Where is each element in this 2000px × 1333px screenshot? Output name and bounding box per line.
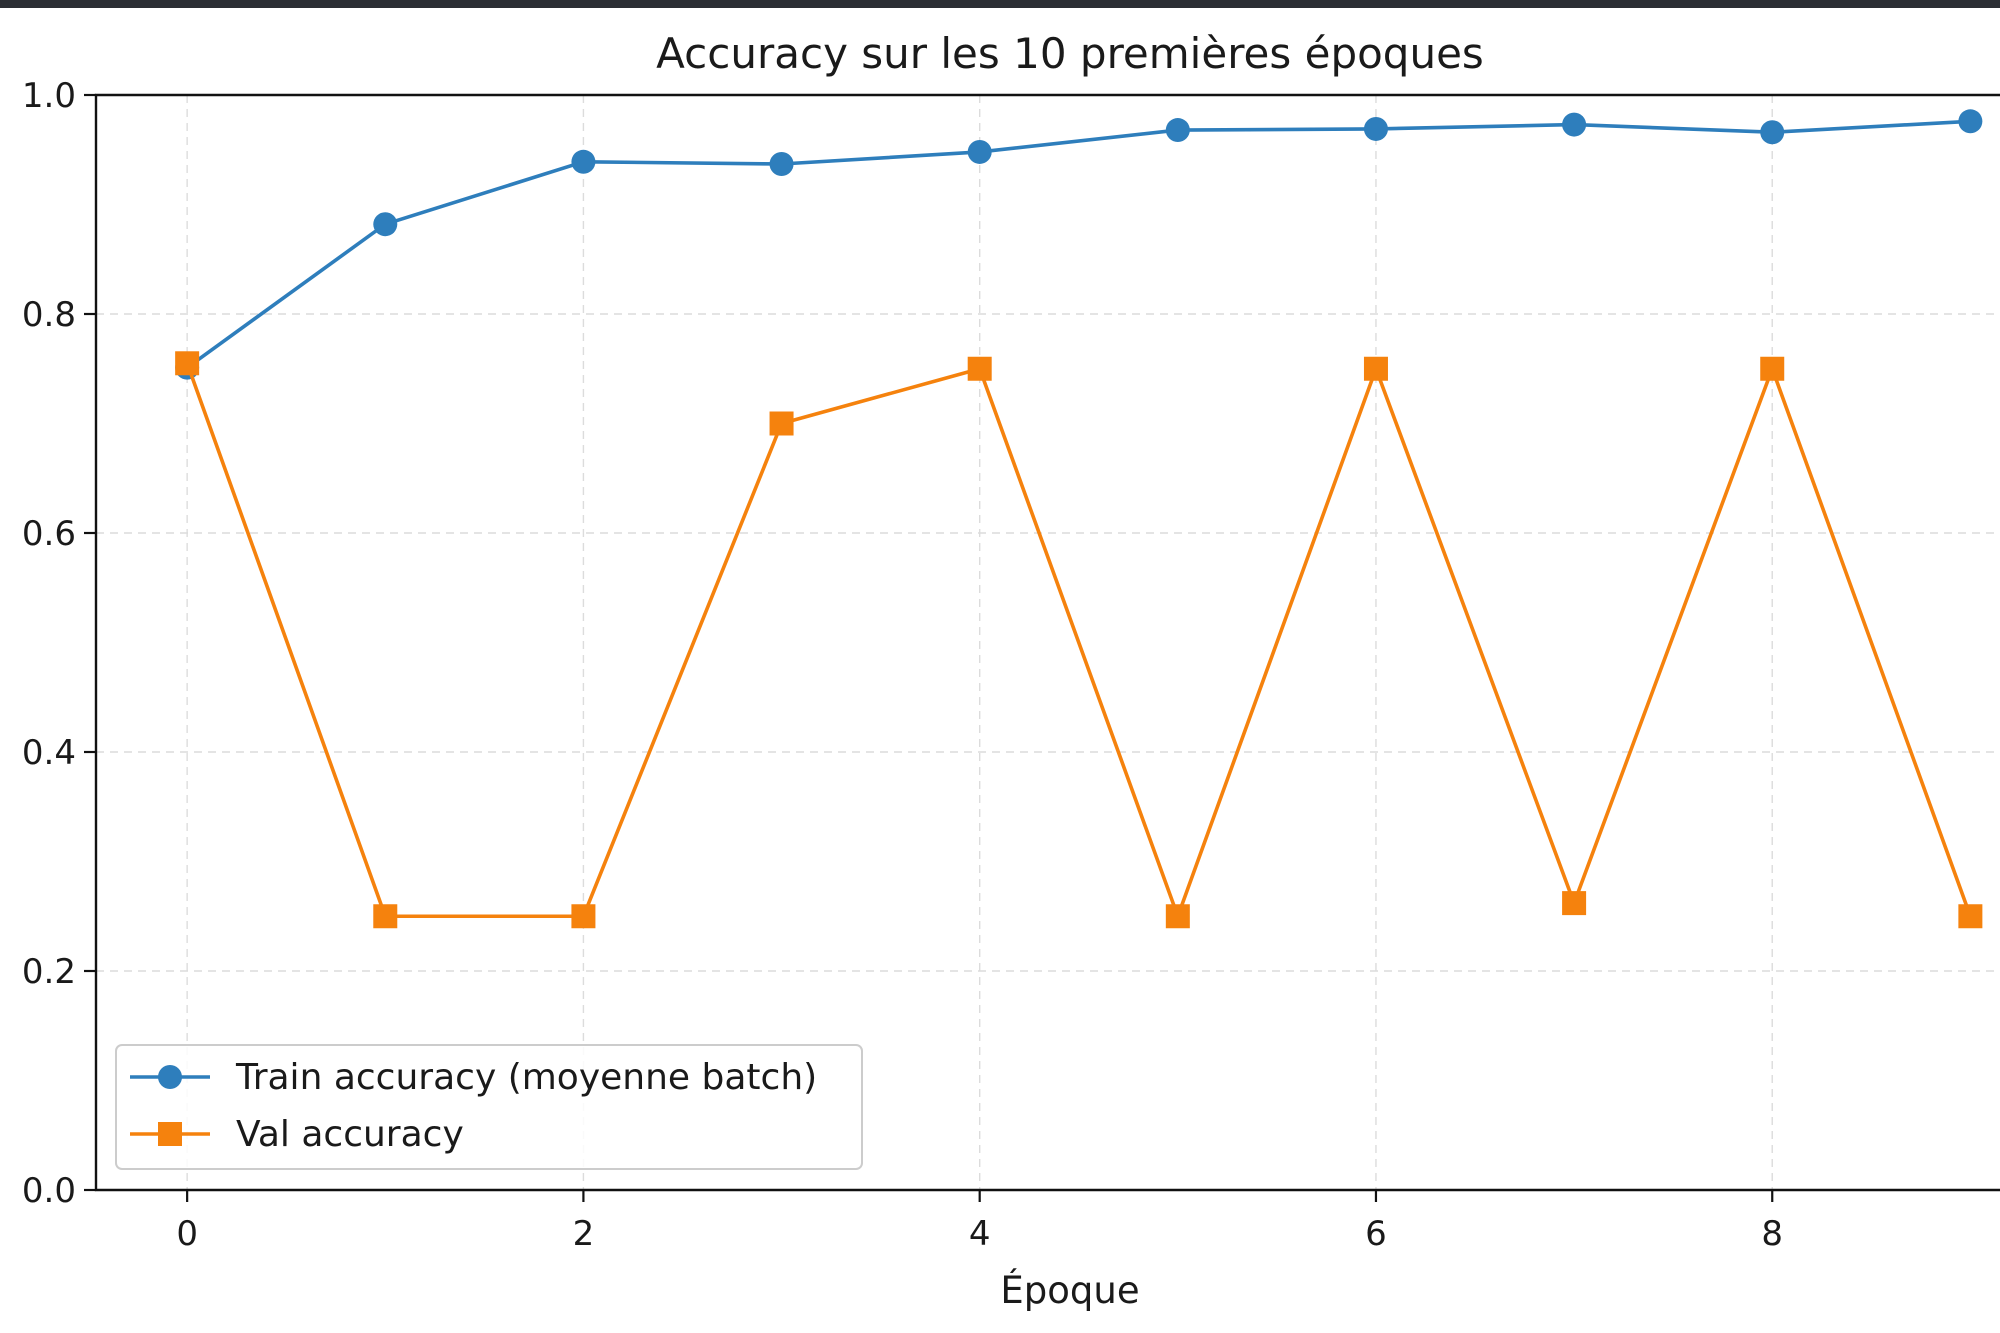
data-point xyxy=(1958,904,1983,929)
legend-swatch-marker xyxy=(158,1122,182,1146)
series-line xyxy=(185,362,1973,919)
data-point xyxy=(1958,109,1983,134)
y-tick-label: 1.0 xyxy=(22,76,76,116)
legend-item-2: Val accuracy xyxy=(130,1114,464,1155)
data-point xyxy=(967,139,992,164)
data-point xyxy=(571,149,596,174)
chart-title: Accuracy sur les 10 premières époques xyxy=(656,29,1484,78)
data-point xyxy=(769,151,794,176)
legend-label: Val accuracy xyxy=(236,1114,464,1155)
data-point xyxy=(1760,120,1785,145)
data-point xyxy=(1363,356,1388,381)
data-point xyxy=(175,351,200,376)
y-tick-label: 0.4 xyxy=(22,733,76,773)
x-tick-label: 0 xyxy=(176,1214,198,1254)
legend-item-1: Train accuracy (moyenne batch) xyxy=(130,1057,817,1098)
y-tick-label: 0.2 xyxy=(22,952,76,992)
y-tick-label: 0.8 xyxy=(22,295,76,335)
data-point xyxy=(373,904,398,929)
data-point xyxy=(1165,904,1190,929)
y-tick-label: 0.6 xyxy=(22,514,76,554)
x-tick-label: 8 xyxy=(1761,1214,1783,1254)
data-point xyxy=(1562,112,1587,137)
series-1 xyxy=(175,109,1983,380)
legend-box xyxy=(115,1044,863,1170)
x-tick-label: 6 xyxy=(1365,1214,1387,1254)
data-point xyxy=(1562,891,1587,916)
data-point xyxy=(1165,118,1190,143)
y-tick-label: 0.0 xyxy=(22,1171,76,1211)
axis-spines xyxy=(94,93,2000,1192)
legend-swatch-marker xyxy=(158,1065,182,1089)
series-layer xyxy=(175,109,1983,929)
data-point xyxy=(1363,116,1388,141)
grid-layer xyxy=(96,94,2000,1191)
axes-layer: 0 2 4 6 8 0.0 0.2 0.4 0.6 0.8 1.0 xyxy=(22,76,2000,1254)
data-point xyxy=(571,904,596,929)
legend: Train accuracy (moyenne batch) Val accura… xyxy=(115,1044,863,1170)
data-point xyxy=(1760,356,1785,381)
top-window-strip xyxy=(0,0,2000,8)
x-tick-label: 2 xyxy=(573,1214,595,1254)
series-line xyxy=(186,119,1971,370)
x-axis-label: Époque xyxy=(1000,1268,1139,1312)
x-tick-label: 4 xyxy=(969,1214,991,1254)
series-2 xyxy=(175,351,1983,929)
data-point xyxy=(373,212,398,237)
data-point xyxy=(967,356,992,381)
data-point xyxy=(769,411,794,436)
legend-label: Train accuracy (moyenne batch) xyxy=(235,1057,817,1098)
